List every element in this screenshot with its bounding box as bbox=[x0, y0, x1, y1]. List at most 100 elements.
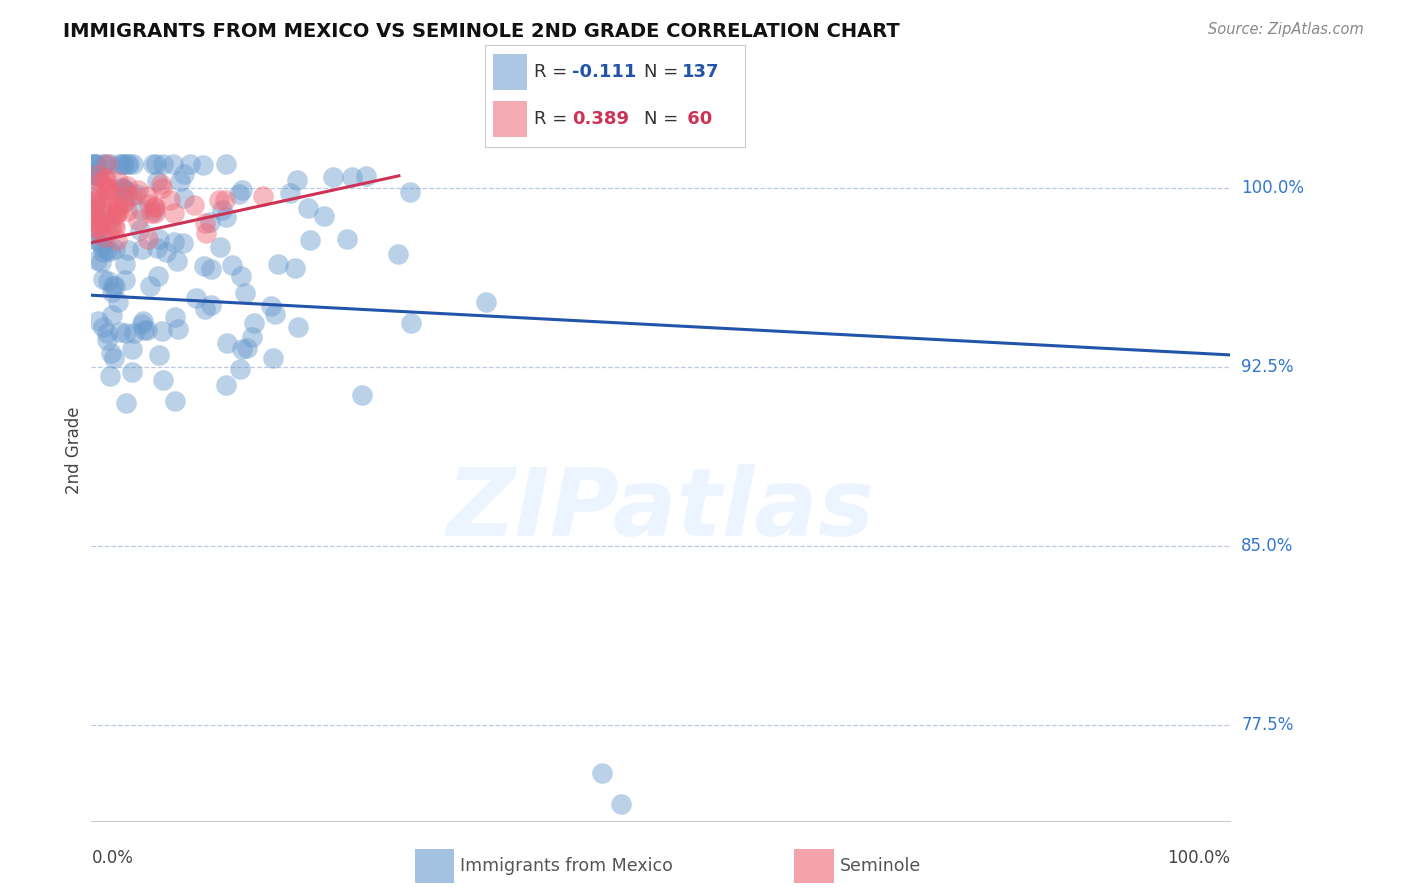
Point bbox=[100, 285, 122, 299]
Point bbox=[173, 191, 195, 205]
Point bbox=[96, 326, 118, 340]
Point bbox=[138, 196, 160, 211]
Point bbox=[87, 214, 110, 228]
Point bbox=[150, 177, 173, 191]
Point bbox=[162, 157, 184, 171]
Point bbox=[94, 183, 117, 197]
Point bbox=[107, 201, 129, 215]
Point bbox=[211, 202, 233, 217]
Point bbox=[114, 194, 136, 208]
Point bbox=[91, 212, 114, 227]
Y-axis label: 2nd Grade: 2nd Grade bbox=[65, 407, 83, 494]
Text: -0.111: -0.111 bbox=[572, 62, 637, 81]
Point bbox=[166, 254, 188, 268]
Point bbox=[103, 351, 125, 365]
Point bbox=[352, 388, 374, 402]
Point bbox=[183, 198, 205, 212]
Point bbox=[83, 168, 105, 182]
Point bbox=[169, 174, 191, 188]
Point bbox=[143, 206, 166, 220]
Point bbox=[107, 174, 129, 188]
Point bbox=[387, 247, 409, 261]
Point bbox=[94, 204, 117, 219]
Point bbox=[87, 314, 110, 328]
Point bbox=[101, 279, 124, 293]
Point bbox=[87, 169, 110, 183]
Point bbox=[150, 324, 173, 338]
Point bbox=[129, 202, 152, 217]
Point bbox=[143, 200, 166, 214]
Point bbox=[221, 258, 243, 272]
Point bbox=[86, 187, 108, 202]
Point bbox=[135, 323, 157, 337]
Point bbox=[122, 157, 145, 171]
Point bbox=[132, 314, 155, 328]
Point bbox=[91, 157, 114, 171]
Point bbox=[111, 181, 134, 195]
Point bbox=[87, 234, 110, 248]
Point bbox=[114, 273, 136, 287]
Point bbox=[235, 286, 257, 301]
Text: R =: R = bbox=[534, 110, 574, 128]
Point bbox=[91, 319, 114, 334]
Point bbox=[127, 213, 149, 227]
Point bbox=[101, 199, 124, 213]
Point bbox=[90, 255, 112, 269]
Point bbox=[84, 196, 107, 211]
Point bbox=[215, 157, 238, 171]
Point bbox=[193, 158, 215, 172]
Text: Immigrants from Mexico: Immigrants from Mexico bbox=[460, 857, 672, 875]
Point bbox=[98, 157, 121, 171]
Point bbox=[125, 186, 148, 201]
Text: 60: 60 bbox=[682, 110, 713, 128]
Point bbox=[138, 278, 160, 293]
Point bbox=[139, 206, 162, 220]
Point bbox=[98, 369, 121, 384]
Point bbox=[194, 226, 217, 240]
Point bbox=[117, 189, 139, 203]
Point bbox=[117, 178, 139, 193]
Point bbox=[143, 200, 166, 214]
Point bbox=[312, 209, 335, 223]
Point bbox=[610, 797, 633, 811]
Text: 77.5%: 77.5% bbox=[1241, 716, 1294, 734]
Point bbox=[98, 182, 121, 196]
Point bbox=[208, 240, 231, 254]
Point bbox=[163, 235, 186, 250]
Point bbox=[136, 189, 159, 203]
Point bbox=[80, 167, 103, 181]
Point bbox=[83, 157, 105, 171]
Point bbox=[217, 335, 239, 350]
Point bbox=[82, 186, 104, 201]
Point bbox=[136, 232, 159, 246]
Point bbox=[104, 243, 127, 257]
Point bbox=[287, 319, 309, 334]
Point bbox=[86, 252, 108, 267]
Point bbox=[111, 157, 134, 171]
Point bbox=[146, 174, 169, 188]
Point bbox=[114, 182, 136, 196]
Point bbox=[104, 279, 127, 293]
Point bbox=[94, 207, 117, 221]
Point bbox=[194, 302, 217, 317]
Point bbox=[97, 274, 120, 288]
Point bbox=[83, 201, 105, 215]
Point bbox=[96, 157, 118, 171]
Point bbox=[105, 198, 128, 212]
Point bbox=[165, 310, 187, 324]
Point bbox=[166, 322, 188, 336]
Point bbox=[142, 204, 165, 219]
Point bbox=[104, 221, 127, 235]
Point bbox=[87, 221, 110, 235]
Point bbox=[148, 232, 170, 246]
Point bbox=[112, 195, 135, 210]
Point bbox=[115, 396, 138, 410]
Point bbox=[152, 157, 174, 171]
Point bbox=[163, 206, 186, 220]
Point bbox=[231, 183, 253, 197]
Point bbox=[108, 203, 131, 218]
Point bbox=[83, 207, 105, 221]
Point bbox=[98, 244, 121, 259]
Point bbox=[96, 333, 118, 347]
Point bbox=[260, 299, 283, 313]
